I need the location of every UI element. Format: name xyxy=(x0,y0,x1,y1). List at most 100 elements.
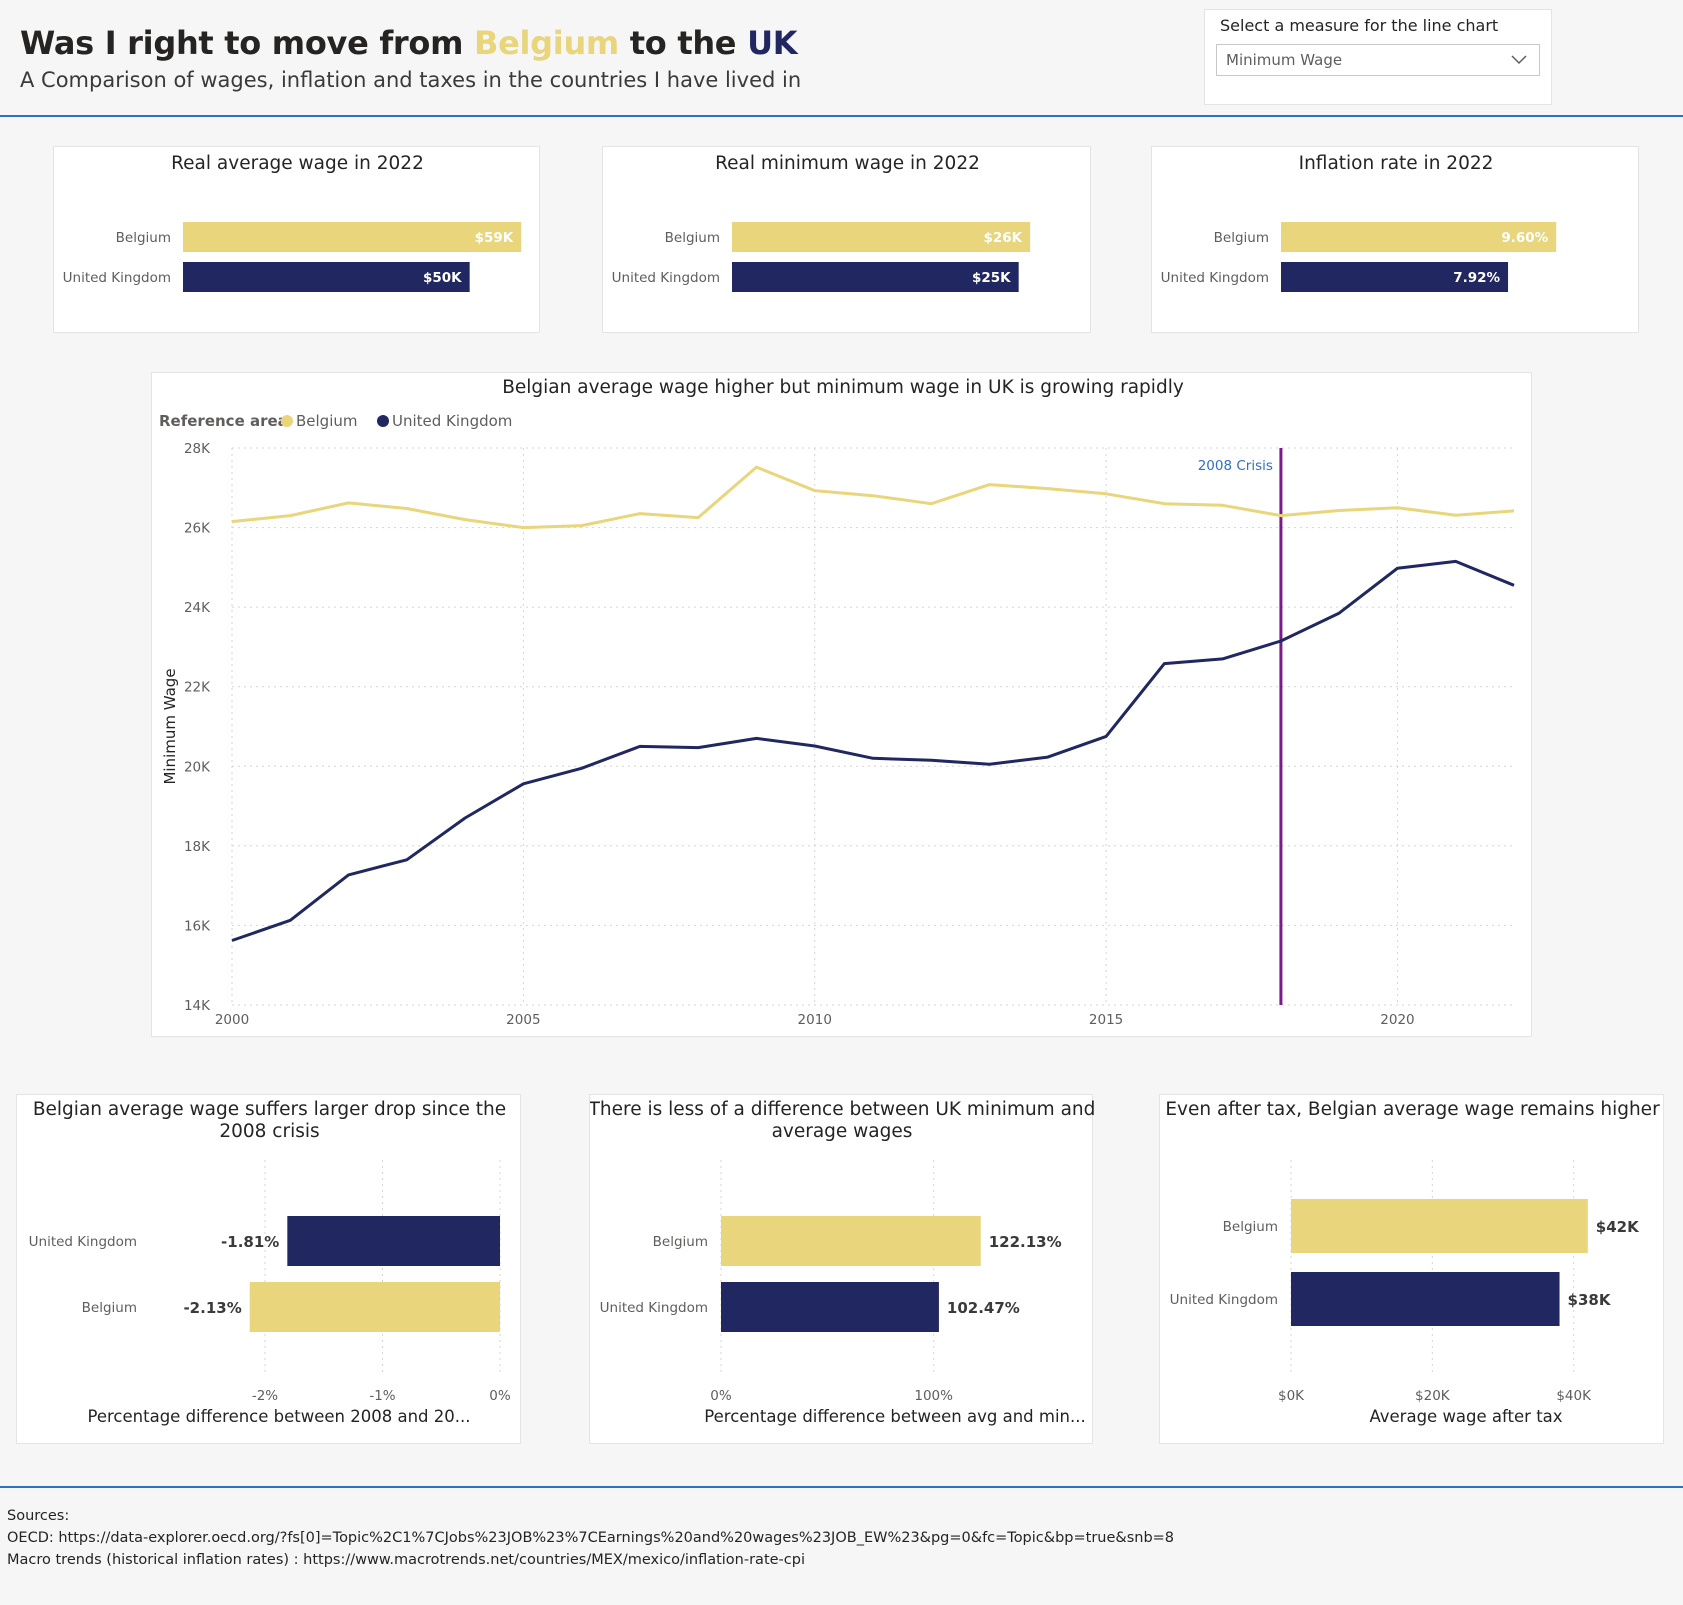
y-tick-label: 18K xyxy=(184,839,211,855)
measure-dropdown[interactable]: Minimum Wage xyxy=(1216,44,1540,76)
category-label-united-kingdom: United Kingdom xyxy=(29,1234,137,1250)
data-label-belgium: -2.13% xyxy=(183,1299,241,1317)
bar-belgium xyxy=(183,222,522,252)
x-axis-label: Average wage after tax xyxy=(1369,1407,1562,1426)
y-tick-label: 16K xyxy=(184,918,211,934)
sources-heading: Sources: xyxy=(7,1508,70,1524)
x-tick-label: -2% xyxy=(252,1388,278,1404)
chart-title: Belgian average wage higher but minimum … xyxy=(502,377,1184,398)
measure-dropdown-value: Minimum Wage xyxy=(1226,51,1343,69)
bar-united-kingdom xyxy=(732,262,1019,292)
category-label-united-kingdom: United Kingdom xyxy=(1170,1292,1278,1308)
x-tick-label: -1% xyxy=(369,1388,395,1404)
x-tick-label: 2005 xyxy=(506,1012,540,1028)
x-tick-label: 2015 xyxy=(1089,1012,1123,1028)
bar-belgium xyxy=(1281,222,1557,252)
wage-trend-chart: Belgian average wage higher but minimum … xyxy=(159,377,1515,1028)
after-tax-panel: Even after tax, Belgian average wage rem… xyxy=(1159,1094,1664,1444)
bar-united-kingdom xyxy=(287,1216,500,1266)
crisis-annotation: 2008 Crisis xyxy=(1198,458,1273,474)
chart-title: Real average wage in 2022 xyxy=(171,153,424,174)
x-tick-label: 2010 xyxy=(798,1012,832,1028)
category-label-united-kingdom: United Kingdom xyxy=(1161,270,1269,286)
y-tick-label: 28K xyxy=(184,441,211,457)
data-label-belgium: $26K xyxy=(983,230,1022,246)
bar-united-kingdom xyxy=(1291,1272,1560,1326)
inflation-chart: Inflation rate in 2022 Belgium 9.60% United… xyxy=(1161,153,1557,292)
after-tax-chart: Even after tax, Belgian average wage rem… xyxy=(1165,1099,1660,1426)
min-wage-chart: Real minimum wage in 2022 Belgium $26K Unit… xyxy=(612,153,1031,292)
series-line-united-kingdom xyxy=(231,559,1515,942)
page-subtitle: A Comparison of wages, inflation and tax… xyxy=(20,68,802,92)
chart-title-line: There is less of a difference between UK… xyxy=(590,1099,1094,1120)
avg-wage-panel: Real average wage in 2022 Belgium $59K Unit… xyxy=(53,146,540,333)
bar-belgium xyxy=(1291,1199,1588,1253)
x-tick-label: $20K xyxy=(1415,1388,1451,1404)
chart-title: Inflation rate in 2022 xyxy=(1299,153,1494,174)
diff-chart: There is less of a difference between UK… xyxy=(588,1099,1096,1426)
y-tick-label: 24K xyxy=(184,600,211,616)
category-label-united-kingdom: United Kingdom xyxy=(63,270,171,286)
diff-panel: There is less of a difference between UK… xyxy=(588,1094,1096,1444)
y-axis-label: Minimum Wage xyxy=(161,668,179,784)
avg-wage-chart: Real average wage in 2022 Belgium $59K Unit… xyxy=(63,153,522,292)
data-label-belgium: 122.13% xyxy=(989,1233,1062,1251)
chart-title-line: 2008 crisis xyxy=(219,1121,319,1142)
category-label-belgium: Belgium xyxy=(82,1300,137,1316)
source-macrotrends: Macro trends (historical inflation rates… xyxy=(7,1552,805,1568)
x-tick-label: 0% xyxy=(489,1388,511,1404)
x-tick-label: $40K xyxy=(1556,1388,1592,1404)
slicer-label: Select a measure for the line chart xyxy=(1220,16,1499,35)
data-label-united-kingdom: 7.92% xyxy=(1453,270,1500,286)
category-label-belgium: Belgium xyxy=(665,230,720,246)
legend-marker-belgium xyxy=(281,415,293,427)
bar-belgium xyxy=(249,1282,500,1332)
data-label-belgium: $42K xyxy=(1596,1218,1640,1236)
drop-chart: Belgian average wage suffers larger drop… xyxy=(29,1099,511,1426)
category-label-belgium: Belgium xyxy=(1214,230,1269,246)
data-label-united-kingdom: $50K xyxy=(423,270,462,286)
x-tick-label: 2000 xyxy=(215,1012,249,1028)
source-oecd: OECD: https://data-explorer.oecd.org/?fs… xyxy=(7,1530,1175,1546)
data-label-united-kingdom: 102.47% xyxy=(947,1299,1020,1317)
bar-united-kingdom xyxy=(183,262,470,292)
chart-title-line: Belgian average wage suffers larger drop… xyxy=(33,1099,506,1120)
drop-panel: Belgian average wage suffers larger drop… xyxy=(16,1094,521,1444)
chart-title-line: Even after tax, Belgian average wage rem… xyxy=(1165,1099,1660,1120)
title-middle: to the xyxy=(618,24,748,62)
x-tick-label: 100% xyxy=(914,1388,953,1404)
category-label-belgium: Belgium xyxy=(653,1234,708,1250)
category-label-belgium: Belgium xyxy=(1223,1219,1278,1235)
chart-title: Real minimum wage in 2022 xyxy=(715,153,980,174)
data-label-united-kingdom: -1.81% xyxy=(221,1233,279,1251)
legend-label-belgium: Belgium xyxy=(296,412,358,430)
legend-marker-united-kingdom xyxy=(377,415,389,427)
x-axis-label: Percentage difference between 2008 and 2… xyxy=(88,1407,471,1426)
x-tick-label: 2020 xyxy=(1380,1012,1414,1028)
chevron-down-icon xyxy=(1511,55,1527,65)
line-chart-panel: Belgian average wage higher but minimum … xyxy=(151,372,1532,1037)
title-uk: UK xyxy=(747,24,798,62)
title-belgium: Belgium xyxy=(474,24,619,62)
inflation-panel: Inflation rate in 2022 Belgium 9.60% United… xyxy=(1151,146,1639,333)
category-label-belgium: Belgium xyxy=(116,230,171,246)
bar-united-kingdom xyxy=(1281,262,1509,292)
legend-label-united-kingdom: United Kingdom xyxy=(392,412,512,430)
x-tick-label: $0K xyxy=(1278,1388,1305,1404)
min-wage-panel: Real minimum wage in 2022 Belgium $26K Unit… xyxy=(602,146,1091,333)
y-tick-label: 20K xyxy=(184,759,211,775)
y-tick-label: 26K xyxy=(184,521,211,537)
x-tick-label: 0% xyxy=(710,1388,732,1404)
x-axis-label: Percentage difference between avg and mi… xyxy=(704,1407,1085,1426)
chart-title-line: average wages xyxy=(772,1121,913,1142)
category-label-united-kingdom: United Kingdom xyxy=(612,270,720,286)
series-line-belgium xyxy=(231,465,1515,530)
page-title: Was I right to move from Belgium to the … xyxy=(20,24,798,62)
bar-belgium xyxy=(721,1216,981,1266)
y-tick-label: 14K xyxy=(184,998,211,1014)
category-label-united-kingdom: United Kingdom xyxy=(600,1300,708,1316)
legend-title: Reference area xyxy=(159,412,288,430)
title-prefix: Was I right to move from xyxy=(20,24,474,62)
header-divider xyxy=(0,115,1683,117)
footer-divider xyxy=(0,1486,1683,1488)
